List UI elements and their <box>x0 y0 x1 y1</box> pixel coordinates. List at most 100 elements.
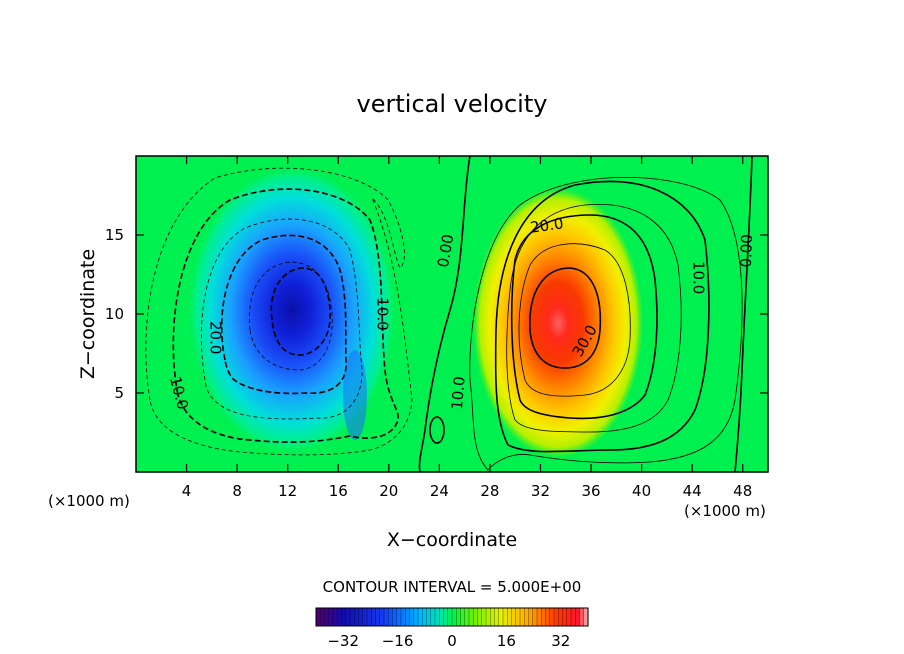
contour-neg-25 <box>248 261 333 371</box>
contour-neg-15 <box>201 218 363 420</box>
colorbar-swatch-29 <box>439 607 445 627</box>
colorbar-swatch-58 <box>562 607 568 627</box>
colorbar-swatch-1 <box>320 607 326 627</box>
colorbar-swatch-49 <box>524 607 530 627</box>
colorbar-swatch-7 <box>345 607 351 627</box>
colorbar-swatch-22 <box>409 607 415 627</box>
colorbar-swatch-19 <box>396 607 402 627</box>
x-tick-label-7: 32 <box>531 482 550 500</box>
colorbar-ticks: −32 −16 0 16 32 <box>327 632 570 650</box>
x-axis-ticks: 4 8 12 16 20 24 28 32 36 40 44 48 <box>182 156 752 500</box>
contour-neg-0 <box>145 167 413 456</box>
y-tick-label-0: 5 <box>114 384 124 402</box>
contour-zero-right <box>734 156 753 472</box>
y-axis-label: Z−coordinate <box>77 249 99 379</box>
contour-pos-small <box>429 416 445 444</box>
x-tick-label-4: 20 <box>379 482 398 500</box>
colorbar-swatch-23 <box>413 607 419 627</box>
updraft-field <box>420 156 768 472</box>
y-tick-label-2: 15 <box>105 226 124 244</box>
x-tick-label-0: 4 <box>182 482 192 500</box>
colorbar-swatch-6 <box>341 607 347 627</box>
colorbar-swatch-43 <box>498 607 504 627</box>
colorbar-tick-label-1: −16 <box>382 632 414 650</box>
colorbar-swatch-32 <box>451 607 457 627</box>
colorbar-swatch-33 <box>456 607 462 627</box>
colorbar-swatch-38 <box>477 607 483 627</box>
colorbar-swatch-30 <box>443 607 449 627</box>
contour-pos-25 <box>518 243 631 397</box>
colorbar-swatch-5 <box>337 607 343 627</box>
colorbar-swatch-25 <box>422 607 428 627</box>
colorbar-frame <box>315 607 589 627</box>
colorbar-swatch-45 <box>507 607 513 627</box>
colorbar-swatch-44 <box>502 607 508 627</box>
colorbar-swatch-11 <box>362 607 368 627</box>
contour-pos-15 <box>506 203 682 433</box>
colorbar-tick-label-3: 16 <box>497 632 516 650</box>
colorbar-swatch-3 <box>328 607 334 627</box>
colorbar-tick-label-0: −32 <box>327 632 359 650</box>
contour-label-5: 20.0 <box>529 214 565 236</box>
contour-neg-20 <box>220 234 347 395</box>
contour-pos-10 <box>494 180 710 453</box>
colorbar-swatch-14 <box>375 607 381 627</box>
colorbar-swatch-18 <box>392 607 398 627</box>
colorbar-swatch-20 <box>400 607 406 627</box>
colorbar-swatch-55 <box>549 607 555 627</box>
colorbar-swatch-9 <box>354 607 360 627</box>
x-tick-label-9: 40 <box>632 482 651 500</box>
colorbar-swatch-4 <box>332 607 338 627</box>
colorbar-swatch-0 <box>315 607 321 627</box>
colorbar-swatch-36 <box>468 607 474 627</box>
contour-label-7: 10.0 <box>689 261 707 294</box>
x-axis-label: X−coordinate <box>387 529 517 551</box>
x-unit-left: (×1000 m) <box>48 492 130 510</box>
colorbar-swatch-54 <box>545 607 551 627</box>
colorbar-swatch-31 <box>447 607 453 627</box>
colorbar-swatch-8 <box>349 607 355 627</box>
contour-interval-text: CONTOUR INTERVAL = 5.000E+00 <box>323 578 582 596</box>
contour-label-8: 0.00 <box>737 234 756 268</box>
colorbar-swatch-61 <box>575 607 581 627</box>
colorbar-swatch-50 <box>528 607 534 627</box>
contour-pos-5 <box>469 177 743 471</box>
colorbar-swatch-16 <box>383 607 389 627</box>
colorbar-swatch-48 <box>519 607 525 627</box>
colorbar-swatch-47 <box>515 607 521 627</box>
colorbar-swatch-62 <box>579 607 585 627</box>
x-tick-label-2: 12 <box>278 482 297 500</box>
colorbar-swatch-10 <box>358 607 364 627</box>
colorbar-swatch-12 <box>366 607 372 627</box>
colorbar-swatch-35 <box>464 607 470 627</box>
x-tick-label-3: 16 <box>329 482 348 500</box>
colorbar-swatch-26 <box>426 607 432 627</box>
colorbar-swatch-42 <box>494 607 500 627</box>
x-tick-label-6: 28 <box>480 482 499 500</box>
colorbar-swatch-37 <box>473 607 479 627</box>
colorbar-swatch-40 <box>485 607 491 627</box>
contour-label-3: 0.00 <box>434 233 458 269</box>
x-tick-label-5: 24 <box>430 482 449 500</box>
colorbar-swatch-59 <box>566 607 572 627</box>
chart-title: vertical velocity <box>357 90 548 118</box>
colorbar-swatch-27 <box>430 607 436 627</box>
colorbar-swatch-28 <box>434 607 440 627</box>
colorbar-swatch-41 <box>490 607 496 627</box>
x-tick-label-11: 48 <box>733 482 752 500</box>
colorbar-tick-label-2: 0 <box>447 632 457 650</box>
contour-pos-30 <box>529 267 602 369</box>
colorbar <box>315 607 589 627</box>
colorbar-swatch-60 <box>570 607 576 627</box>
colorbar-swatch-24 <box>417 607 423 627</box>
colorbar-swatch-15 <box>379 607 385 627</box>
colorbar-swatch-21 <box>405 607 411 627</box>
colorbar-swatch-39 <box>481 607 487 627</box>
x-tick-label-8: 36 <box>581 482 600 500</box>
colorbar-swatch-57 <box>558 607 564 627</box>
contour-neg-30 <box>270 267 331 356</box>
colorbar-swatch-17 <box>388 607 394 627</box>
colorbar-swatch-52 <box>536 607 542 627</box>
